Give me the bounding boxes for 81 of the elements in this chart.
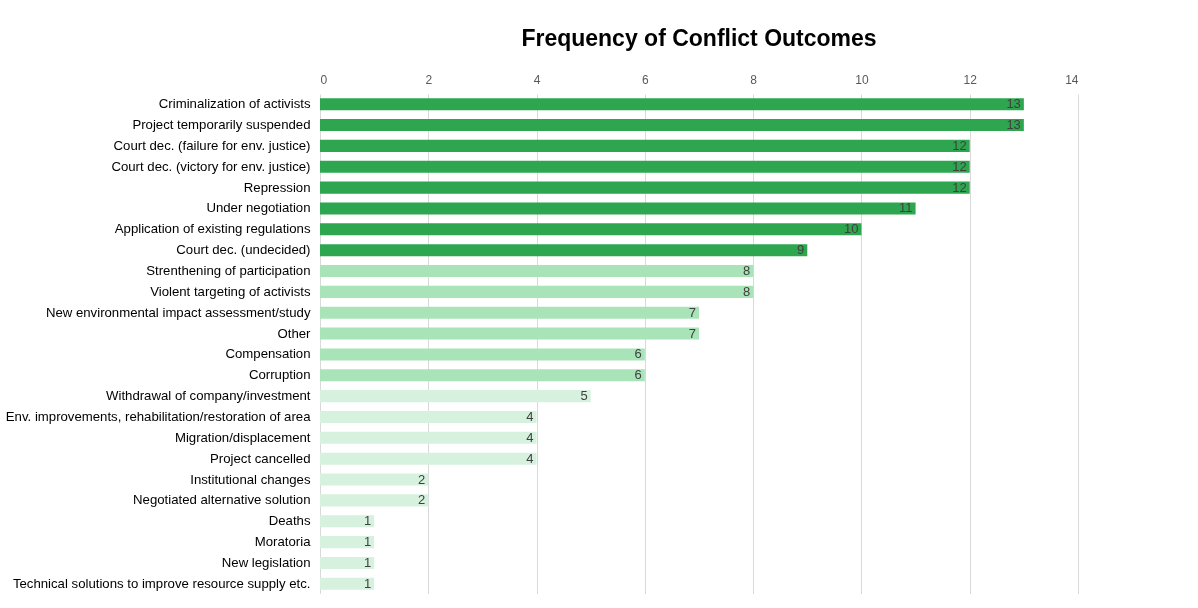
data-label: 2 (418, 471, 426, 487)
data-label: 6 (634, 367, 642, 383)
bar (320, 473, 429, 486)
bar (320, 515, 375, 528)
y-tick-label: Criminalization of activists (158, 96, 311, 112)
y-tick-label: Migration/displacement (174, 429, 311, 445)
bar (320, 181, 970, 194)
data-label: 4 (526, 429, 534, 445)
x-tick-label: 14 (1065, 72, 1079, 87)
data-label: 5 (580, 388, 588, 404)
y-tick-label: Project cancelled (210, 450, 311, 466)
data-label: 10 (843, 221, 859, 237)
x-tick-label: 6 (642, 72, 650, 87)
bar (320, 119, 1024, 132)
data-label: 1 (363, 575, 372, 591)
data-label: 4 (526, 408, 534, 424)
bar (320, 160, 970, 173)
data-label: 4 (526, 450, 534, 466)
y-tick-label: Violent targeting of activists (150, 283, 311, 299)
y-tick-label: Corruption (248, 367, 311, 383)
y-tick-label: Negotiated alternative solution (133, 492, 311, 508)
y-tick-label: Technical solutions to improve resource supply etc. (12, 575, 311, 591)
data-label: 12 (952, 179, 967, 195)
x-tick-label: 0 (320, 72, 328, 87)
bar (320, 410, 537, 424)
bar (320, 577, 375, 590)
bar (320, 348, 645, 361)
data-label: 7 (688, 304, 696, 320)
data-label: 1 (363, 513, 372, 529)
bar (320, 452, 537, 465)
data-label: 13 (1006, 96, 1021, 112)
x-tick-label: 4 (533, 72, 541, 87)
x-tick-label: 8 (750, 72, 758, 87)
bar (320, 390, 591, 403)
bar (320, 327, 699, 340)
data-label: 8 (742, 283, 751, 299)
chart-title: Frequency of Conflict Outcomes (521, 25, 877, 51)
bar (320, 536, 375, 549)
y-tick-label: Other (277, 325, 312, 341)
bar (320, 306, 699, 319)
y-tick-label: Institutional changes (190, 471, 311, 487)
bar (320, 494, 429, 507)
x-tick-label: 2 (425, 72, 433, 87)
data-label: 8 (742, 263, 751, 279)
x-tick-label: 10 (855, 72, 869, 87)
y-tick-label: Project temporarily suspended (132, 117, 311, 133)
y-tick-label: Strenthening of participation (146, 263, 311, 279)
y-tick-label: Court dec. (victory for env. justice) (111, 158, 311, 174)
y-tick-label: Court dec. (failure for env. justice) (113, 137, 311, 153)
bar (320, 202, 916, 215)
y-tick-label: Under negotiation (206, 200, 311, 216)
bar (320, 139, 970, 152)
data-label: 1 (363, 534, 372, 550)
data-label: 9 (797, 242, 805, 258)
data-label: 2 (418, 492, 426, 508)
bar (320, 556, 375, 569)
data-label: 12 (952, 137, 967, 153)
data-label: 11 (899, 200, 913, 216)
bar (320, 431, 537, 444)
bar (320, 223, 862, 236)
y-tick-label: Application of existing regulations (114, 221, 311, 237)
y-tick-label: Court dec. (undecided) (176, 242, 311, 258)
y-tick-label: Repression (243, 179, 311, 195)
bar (320, 285, 754, 298)
x-tick-label: 12 (963, 72, 978, 87)
data-label: 12 (952, 158, 967, 174)
bar (320, 369, 645, 382)
y-tick-label: New legislation (221, 554, 311, 570)
bar (320, 264, 754, 278)
y-tick-label: New environmental impact assessment/study (45, 304, 311, 320)
data-label: 7 (688, 325, 696, 341)
data-label: 6 (634, 346, 642, 362)
y-tick-label: Deaths (268, 513, 311, 529)
bar (320, 244, 808, 257)
data-label: 13 (1006, 117, 1021, 133)
y-tick-label: Compensation (225, 346, 311, 362)
y-tick-label: Withdrawal of company/investment (106, 388, 311, 404)
data-label: 1 (363, 554, 372, 570)
y-tick-label: Env. improvements, rehabilitation/restoration of area (5, 408, 312, 424)
bar (320, 98, 1024, 111)
y-tick-label: Moratoria (254, 534, 312, 550)
